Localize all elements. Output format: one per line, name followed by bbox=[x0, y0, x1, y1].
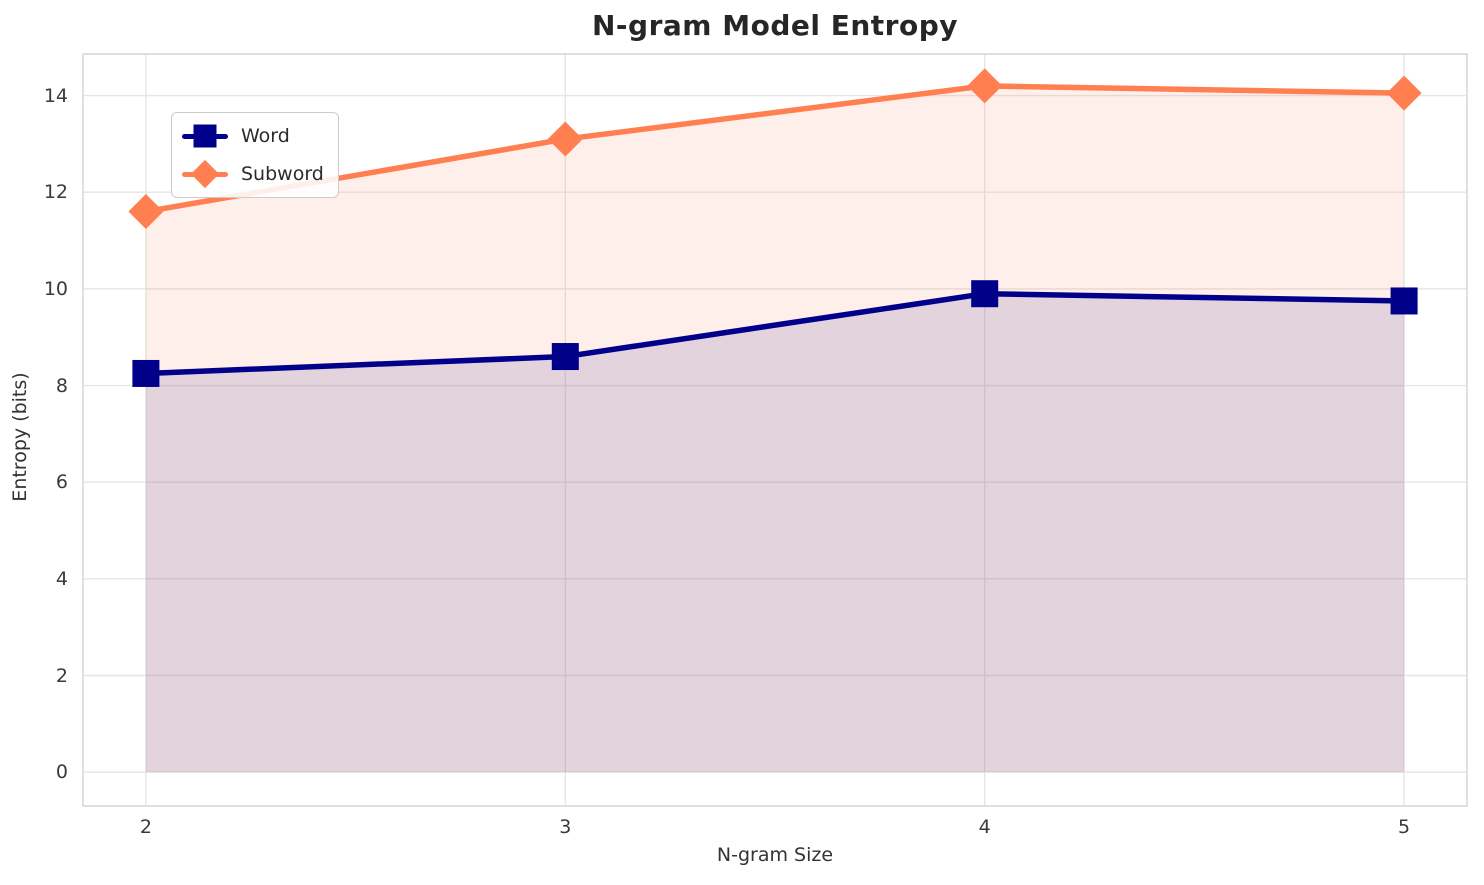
word-marker bbox=[132, 359, 160, 387]
legend-label-word: Word bbox=[241, 125, 290, 147]
legend-item-word: Word bbox=[182, 120, 324, 152]
subword-line bbox=[143, 83, 1407, 215]
y-axis-label: Entropy (bits) bbox=[9, 372, 31, 502]
y-tick-label: 4 bbox=[55, 567, 68, 590]
word-marker bbox=[1390, 287, 1418, 315]
y-tick-label: 8 bbox=[55, 374, 68, 397]
word-marker bbox=[551, 343, 579, 371]
y-tick-label: 6 bbox=[55, 471, 68, 494]
subword-marker bbox=[967, 68, 1003, 104]
word-line bbox=[143, 290, 1407, 377]
subword-area-fill bbox=[145, 85, 1405, 773]
plot-border bbox=[82, 53, 1468, 807]
x-tick-label: 4 bbox=[978, 816, 991, 838]
y-tick-label: 2 bbox=[55, 664, 68, 687]
subword-diamond-marker-icon bbox=[182, 158, 228, 190]
legend-item-subword: Subword bbox=[182, 158, 324, 190]
y-tick-label: 0 bbox=[55, 761, 68, 784]
word-square-marker-icon bbox=[182, 120, 228, 152]
chart-title: N-gram Model Entropy bbox=[592, 9, 958, 42]
x-tick-label: 5 bbox=[1398, 816, 1411, 838]
x-axis-label: N-gram Size bbox=[716, 844, 834, 866]
word-marker bbox=[971, 280, 999, 308]
x-tick-label: 3 bbox=[559, 816, 572, 838]
subword-marker bbox=[128, 194, 164, 230]
x-tick-label: 2 bbox=[139, 816, 152, 838]
legend: Word Subword bbox=[171, 112, 339, 198]
legend-label-subword: Subword bbox=[241, 163, 324, 185]
y-tick-label: 14 bbox=[43, 84, 68, 107]
plot-area: Word Subword bbox=[83, 54, 1467, 806]
word-area-fill bbox=[145, 293, 1405, 773]
y-tick-label: 12 bbox=[43, 181, 68, 204]
subword-marker bbox=[547, 121, 583, 157]
y-tick-label: 10 bbox=[43, 277, 68, 300]
subword-marker bbox=[1386, 75, 1422, 111]
